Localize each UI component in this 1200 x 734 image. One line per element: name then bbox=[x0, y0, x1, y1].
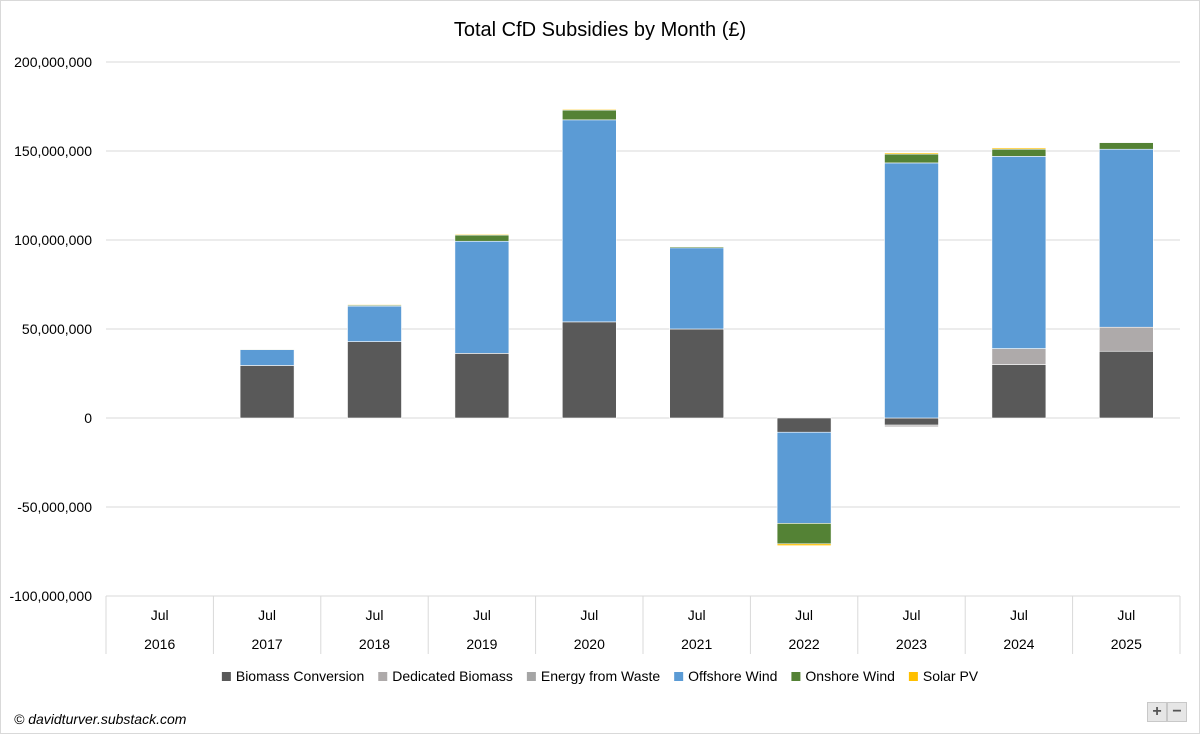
bar-segment-solar-pv bbox=[776, 543, 832, 546]
bar-segment-offshore-wind bbox=[776, 431, 832, 524]
bar-segment-solar-pv bbox=[884, 152, 939, 155]
bar-segment-dedicated-biomass bbox=[991, 348, 1047, 365]
bar-segment-dedicated-biomass bbox=[1099, 326, 1154, 352]
bar-segment-solar-pv bbox=[561, 108, 617, 111]
bar-segment-onshore-wind bbox=[884, 153, 939, 164]
x-tick-month: Jul bbox=[1117, 607, 1135, 623]
x-tick-month: Jul bbox=[151, 607, 169, 623]
bar-segment-biomass-conversion bbox=[347, 341, 402, 419]
x-tick-month: Jul bbox=[795, 607, 813, 623]
zoom-in-button[interactable]: + bbox=[1147, 702, 1167, 722]
bar-segment-biomass-conversion bbox=[884, 417, 939, 426]
bar-segment-solar-pv bbox=[991, 147, 1047, 150]
chart-title: Total CfD Subsidies by Month (£) bbox=[454, 19, 746, 41]
x-tick-month: Jul bbox=[473, 607, 491, 623]
x-tick-month: Jul bbox=[580, 607, 598, 623]
y-tick-label: 200,000,000 bbox=[14, 54, 92, 70]
x-tick-month: Jul bbox=[258, 607, 276, 623]
bar-segment-offshore-wind bbox=[669, 247, 725, 330]
bar-segment-biomass-conversion bbox=[991, 364, 1047, 419]
bar-segment-onshore-wind bbox=[561, 109, 617, 121]
x-tick-year: 2016 bbox=[144, 636, 175, 652]
legend-label: Dedicated Biomass bbox=[392, 668, 513, 684]
bar-segment-offshore-wind bbox=[454, 240, 510, 354]
bar-segment-offshore-wind bbox=[347, 305, 402, 342]
bar-segment-onshore-wind bbox=[1099, 142, 1154, 150]
bar-segment-offshore-wind bbox=[1099, 148, 1154, 328]
copyright-credit: © davidturver.substack.com bbox=[14, 711, 187, 727]
legend-label: Solar PV bbox=[923, 668, 979, 684]
legend-swatch bbox=[908, 672, 918, 681]
legend-swatch bbox=[674, 672, 684, 681]
bar-segment-biomass-conversion bbox=[669, 328, 725, 419]
bar-segment-biomass-conversion bbox=[776, 417, 832, 433]
legend-label: Biomass Conversion bbox=[236, 668, 364, 684]
bar-segment-solar-pv bbox=[669, 245, 725, 248]
bar-segment-onshore-wind bbox=[454, 234, 510, 242]
zoom-out-button[interactable]: − bbox=[1167, 702, 1187, 722]
bar-segment-biomass-conversion bbox=[454, 353, 510, 419]
bar-segment-biomass-conversion bbox=[239, 365, 295, 419]
bar-segment-biomass-conversion bbox=[561, 321, 617, 419]
bar-segment-onshore-wind bbox=[776, 523, 832, 545]
x-tick-year: 2024 bbox=[1003, 636, 1034, 652]
x-tick-year: 2022 bbox=[789, 636, 820, 652]
x-tick-month: Jul bbox=[903, 607, 921, 623]
x-tick-year: 2023 bbox=[896, 636, 927, 652]
legend-swatch bbox=[526, 672, 536, 681]
x-axis: Jul 2016 Jul 2017 Jul 2018 Jul 2019 Jul 2020 Jul 20… bbox=[105, 595, 1181, 654]
bar-segment-biomass-conversion bbox=[1099, 350, 1154, 419]
x-tick-month: Jul bbox=[688, 607, 706, 623]
legend-swatch bbox=[378, 672, 388, 681]
bar-segment-onshore-wind bbox=[991, 148, 1047, 157]
y-tick-label: 150,000,000 bbox=[14, 143, 92, 159]
x-tick-year: 2021 bbox=[681, 636, 712, 652]
bars bbox=[239, 108, 1154, 546]
y-tick-label: 100,000,000 bbox=[14, 232, 92, 248]
x-tick-month: Jul bbox=[366, 607, 384, 623]
y-tick-label: 0 bbox=[84, 410, 92, 426]
bar-segment-solar-pv bbox=[347, 303, 402, 306]
y-tick-label: -100,000,000 bbox=[9, 588, 92, 604]
x-tick-year: 2017 bbox=[252, 636, 283, 652]
x-tick-month: Jul bbox=[1010, 607, 1028, 623]
bar-segment-offshore-wind bbox=[561, 119, 617, 323]
bar-segment-offshore-wind bbox=[991, 156, 1047, 349]
x-tick-year: 2019 bbox=[466, 636, 497, 652]
bar-segment-solar-pv bbox=[239, 348, 295, 350]
y-tick-label: 50,000,000 bbox=[22, 321, 92, 337]
legend-label: Offshore Wind bbox=[688, 668, 777, 684]
y-axis: 200,000,000 150,000,000 100,000,000 50,000,… bbox=[9, 54, 92, 604]
bar-segment-offshore-wind bbox=[884, 162, 939, 419]
legend-swatch bbox=[221, 672, 231, 681]
bar-segment-solar-pv bbox=[454, 233, 510, 236]
x-tick-year: 2018 bbox=[359, 636, 390, 652]
legend-label: Onshore Wind bbox=[805, 668, 894, 684]
y-tick-label: -50,000,000 bbox=[17, 499, 92, 515]
legend: Biomass Conversion Dedicated Biomass Energ… bbox=[221, 668, 979, 684]
bar-segment-offshore-wind bbox=[239, 349, 295, 366]
legend-swatch bbox=[791, 672, 801, 681]
x-tick-year: 2020 bbox=[574, 636, 605, 652]
bar-segment-energy-from-waste bbox=[884, 426, 939, 428]
legend-label: Energy from Waste bbox=[541, 668, 661, 684]
x-tick-year: 2025 bbox=[1111, 636, 1142, 652]
